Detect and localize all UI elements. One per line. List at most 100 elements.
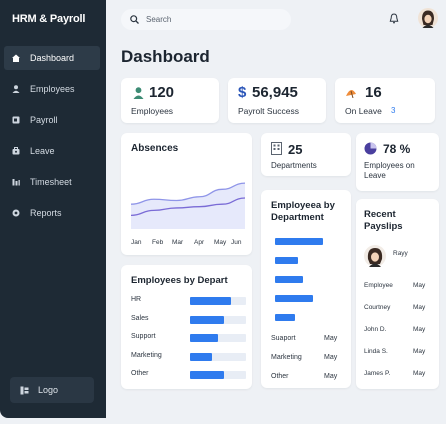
- sidebar-item-dashboard[interactable]: Dashboard: [4, 46, 100, 70]
- absences-series-2-line: [130, 197, 246, 217]
- briefcase-icon: [12, 147, 20, 155]
- payslip-employee-name[interactable]: Courtney: [364, 304, 391, 311]
- leave-percent-label: Employees on Leave: [364, 161, 415, 180]
- month-label-jan: Jan: [131, 239, 142, 246]
- sidebar-item-employees[interactable]: Employees: [4, 77, 100, 101]
- payslip-employee-name[interactable]: James P.: [364, 370, 391, 377]
- employees-by-department-card: Employees by Depart HR Sales Support Market…: [121, 265, 252, 389]
- sidebar: HRM & Payroll Dashboard Employees Payrol…: [0, 0, 106, 418]
- page-title: Dashboard: [121, 47, 210, 66]
- logout-label: Logo: [38, 385, 59, 395]
- dept-distribution-bar: [275, 238, 323, 245]
- wallet-icon: [12, 116, 20, 124]
- payroll-amount: 56,945: [252, 84, 298, 101]
- sidebar-item-reports[interactable]: Reports: [4, 201, 100, 225]
- sidebar-nav: Dashboard Employees Payroll Leave Timesh…: [4, 46, 100, 232]
- dept-distribution-bar: [275, 295, 313, 302]
- payslip-first-name: Rayy: [393, 250, 408, 257]
- dept-distribution-title: Employeea by Department: [271, 200, 335, 223]
- dept-distribution-bar: [275, 276, 303, 283]
- month-label-mar: Mar: [172, 239, 184, 246]
- sidebar-item-leave[interactable]: Leave: [4, 139, 100, 163]
- month-label-feb: Feb: [152, 239, 164, 246]
- recent-payslips-card: Recent Payslips Rayy Employee May Courtney…: [356, 199, 439, 389]
- payslip-month: May: [413, 282, 426, 289]
- on-leave-label: On Leave: [345, 106, 382, 116]
- payslip-month: May: [413, 304, 426, 311]
- sidebar-item-timesheet[interactable]: Timesheet: [4, 170, 100, 194]
- department-row-label: Sales: [131, 314, 149, 322]
- absences-title: Absences: [131, 143, 179, 154]
- dollar-icon: $: [238, 84, 247, 101]
- dept-row-label: Suaport: [271, 335, 296, 342]
- payslip-month: May: [413, 326, 426, 333]
- department-bar: [190, 315, 224, 324]
- month-label-may: May: [214, 239, 227, 246]
- department-bar: [190, 334, 218, 342]
- department-row-label: Support: [131, 333, 156, 340]
- dept-row-label: Marketing: [271, 354, 302, 361]
- on-leave-extra: 3: [391, 106, 396, 115]
- sidebar-item-label: Reports: [30, 208, 62, 218]
- employees-count: 120: [149, 84, 175, 101]
- department-row-label: Other: [131, 370, 149, 377]
- sidebar-item-label: Payroll: [30, 115, 58, 125]
- sidebar-item-label: Employees: [30, 84, 75, 94]
- sidebar-item-label: Dashboard: [30, 53, 75, 63]
- employees-stat-card[interactable]: 120 Employees: [121, 78, 219, 123]
- absences-area: [131, 183, 245, 229]
- main-content: Search Dashboard 120 Employees $ 56,945 …: [106, 0, 446, 424]
- dept-distribution-bar: [275, 314, 295, 321]
- on-leave-count: 16: [365, 84, 382, 101]
- bell-icon[interactable]: [389, 13, 399, 24]
- beach-icon: [346, 89, 356, 98]
- app-title: HRM & Payroll: [12, 13, 86, 25]
- month-label-jun: Jun: [231, 239, 242, 246]
- absences-card: Absences Jan Feb Mar Apr May Jun: [121, 133, 252, 255]
- payslip-month: May: [413, 348, 426, 355]
- employees-by-department-title: Employees by Depart: [131, 275, 228, 286]
- dept-distribution-card: Employeea by Department Suaport May Mark…: [261, 190, 351, 388]
- payslip-employee-name[interactable]: John D.: [364, 326, 387, 333]
- departments-count: 25: [288, 142, 303, 157]
- dept-distribution-bar: [275, 257, 298, 264]
- department-bar-track: [190, 334, 246, 342]
- user-icon: [12, 85, 20, 93]
- absences-series-1-line: [130, 182, 246, 205]
- leave-percent-value: 78 %: [383, 142, 411, 156]
- search-icon: [130, 15, 139, 24]
- search-input[interactable]: Search: [121, 9, 291, 30]
- pie-icon: [364, 142, 377, 155]
- payslip-employee-name[interactable]: Employee: [364, 282, 393, 289]
- logout-icon: [20, 386, 29, 394]
- avatar: [364, 245, 386, 267]
- department-row-label: HR: [131, 296, 142, 303]
- department-bar: [190, 371, 224, 379]
- report-icon: [12, 209, 20, 217]
- building-icon: [271, 142, 282, 155]
- avatar[interactable]: [418, 8, 438, 28]
- payslip-employee-name[interactable]: Linda S.: [364, 348, 388, 355]
- departments-stat-card[interactable]: 25 Departments: [261, 133, 351, 176]
- department-bar-track: [190, 297, 246, 305]
- department-row-label: Marketing: [131, 351, 162, 359]
- dept-row-value: May: [324, 354, 338, 361]
- payroll-label: Payrolt Success: [238, 106, 299, 116]
- home-icon: [12, 54, 20, 62]
- payslips-title: Recent Payslips: [364, 209, 403, 232]
- dept-row-label: Other: [271, 373, 289, 380]
- search-placeholder: Search: [146, 15, 172, 24]
- sidebar-item-label: Timesheet: [30, 177, 72, 187]
- leave-stat-card[interactable]: 16 On Leave 3: [335, 78, 435, 123]
- user-icon: [133, 87, 144, 99]
- sidebar-item-payroll[interactable]: Payroll: [4, 108, 100, 132]
- payslip-month: May: [413, 370, 426, 377]
- absences-chart: [130, 182, 246, 229]
- department-bar: [190, 352, 212, 361]
- department-bar-track: [190, 371, 246, 379]
- department-bar-track: [190, 352, 246, 361]
- payroll-stat-card[interactable]: $ 56,945 Payrolt Success: [228, 78, 326, 123]
- logout-button[interactable]: Logo: [10, 377, 94, 403]
- leave-percent-card[interactable]: 78 % Employees on Leave: [356, 133, 439, 191]
- departments-label: Departments: [271, 161, 317, 170]
